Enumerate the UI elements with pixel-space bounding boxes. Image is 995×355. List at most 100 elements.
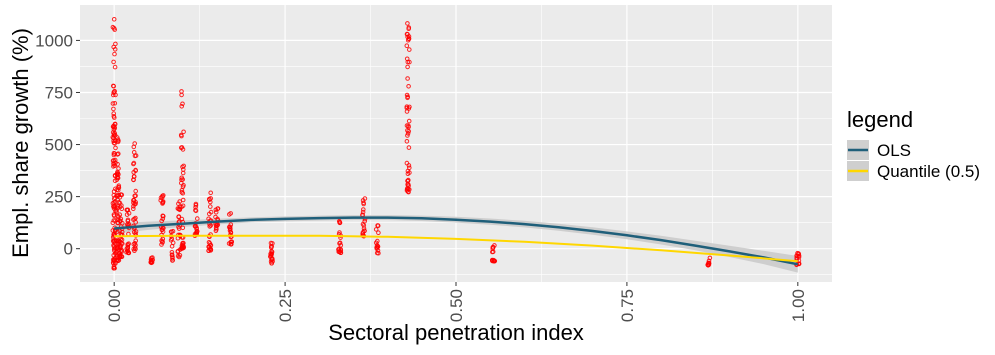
scatter-point bbox=[207, 211, 212, 217]
scatter-point bbox=[404, 43, 410, 49]
y-tick-label: 1000 bbox=[35, 31, 73, 50]
scatter-point bbox=[406, 145, 412, 150]
scatter-point bbox=[111, 164, 116, 169]
scatter-point bbox=[131, 144, 137, 150]
scatter-point bbox=[150, 255, 155, 260]
scatter-point bbox=[169, 250, 175, 255]
x-tick-label: 0.25 bbox=[276, 289, 295, 322]
scatter-point bbox=[338, 250, 344, 255]
scatter-point bbox=[796, 251, 801, 256]
scatter-point bbox=[180, 190, 186, 196]
scatter-point bbox=[373, 227, 379, 232]
scatter-point bbox=[112, 101, 118, 106]
scatter-point bbox=[406, 26, 412, 32]
scatter-point bbox=[362, 196, 368, 201]
scatter-point bbox=[404, 56, 410, 62]
x-axis-label: Sectoral penetration index bbox=[328, 320, 584, 345]
y-axis-ticks: 0 250 500 750 1000 bbox=[35, 31, 80, 259]
scatter-point bbox=[119, 192, 125, 198]
scatter-point bbox=[227, 212, 232, 217]
scatter-point bbox=[112, 124, 117, 130]
scatter-point bbox=[193, 224, 198, 229]
scatter-point bbox=[115, 152, 120, 157]
scatter-point bbox=[406, 106, 412, 111]
scatter-point bbox=[116, 184, 121, 190]
scatter-point bbox=[181, 129, 186, 135]
ols-line bbox=[114, 216, 799, 266]
scatter-point bbox=[118, 216, 124, 222]
y-tick-label: 0 bbox=[64, 240, 73, 259]
scatter-point bbox=[132, 201, 137, 207]
scatter-point bbox=[193, 201, 199, 207]
scatter-point bbox=[193, 208, 199, 214]
scatter-point bbox=[133, 188, 138, 194]
scatter-point bbox=[193, 207, 198, 213]
scatter-point bbox=[115, 205, 120, 211]
scatter-point bbox=[181, 240, 186, 246]
scatter-point bbox=[794, 255, 800, 261]
scatter-point bbox=[706, 262, 712, 268]
legend: legend OLS Quantile (0.5) bbox=[847, 107, 980, 181]
scatter-point bbox=[111, 204, 117, 210]
scatter-point bbox=[404, 92, 410, 98]
scatter-point bbox=[110, 235, 116, 240]
scatter-point bbox=[179, 89, 184, 94]
scatter-point bbox=[215, 206, 220, 212]
x-tick-label: 0.75 bbox=[618, 289, 637, 322]
scatter-point bbox=[179, 189, 185, 195]
scatter-point bbox=[228, 241, 234, 247]
scatter-point bbox=[111, 90, 116, 96]
scatter-point bbox=[169, 236, 175, 241]
scatter-point bbox=[361, 223, 367, 228]
scatter-point bbox=[269, 257, 274, 262]
x-axis-ticks: 0.00 0.25 0.50 0.75 1.00 bbox=[105, 282, 808, 322]
scatter-point bbox=[406, 84, 411, 89]
scatter-point bbox=[178, 132, 184, 138]
y-axis-label: Empl. share growth (%) bbox=[8, 28, 33, 258]
scatter-point bbox=[112, 115, 117, 120]
scatter-point bbox=[208, 247, 214, 253]
scatter-point bbox=[195, 216, 200, 221]
scatter-point bbox=[114, 208, 119, 213]
scatter-point bbox=[405, 95, 410, 101]
scatter-point bbox=[179, 145, 185, 150]
scatter-point bbox=[131, 242, 137, 247]
scatter-point bbox=[160, 199, 166, 204]
scatter-point bbox=[169, 252, 175, 257]
scatter-point bbox=[361, 207, 366, 212]
scatter-point bbox=[269, 245, 274, 250]
scatter-point bbox=[490, 249, 496, 255]
scatter-point bbox=[405, 133, 410, 138]
x-tick-label: 0.00 bbox=[105, 289, 124, 322]
scatter-point bbox=[133, 153, 139, 158]
scatter-point bbox=[177, 253, 183, 258]
scatter-point bbox=[194, 226, 199, 232]
scatter-point bbox=[159, 218, 164, 224]
scatter-point bbox=[125, 217, 131, 223]
scatter-point bbox=[119, 241, 124, 246]
scatter-point bbox=[111, 106, 116, 112]
scatter-point bbox=[111, 83, 116, 89]
scatter-point bbox=[176, 214, 182, 219]
scatter-point bbox=[115, 161, 120, 167]
legend-title: legend bbox=[847, 107, 913, 132]
legend-label-ols: OLS bbox=[877, 141, 911, 160]
scatter-point bbox=[150, 257, 155, 263]
x-tick-label: 1.00 bbox=[789, 289, 808, 322]
scatter-point bbox=[208, 199, 213, 205]
scatter-point bbox=[491, 258, 496, 264]
scatter-point bbox=[170, 240, 176, 245]
scatter-point bbox=[112, 64, 118, 70]
scatter-point bbox=[116, 151, 121, 156]
scatter-point bbox=[110, 220, 116, 226]
scatter-point bbox=[113, 145, 118, 151]
scatter-point bbox=[269, 252, 274, 257]
scatter-point bbox=[113, 41, 118, 47]
scatter-point bbox=[208, 190, 213, 196]
scatter-point bbox=[337, 241, 342, 246]
y-tick-label: 500 bbox=[45, 136, 73, 155]
scatter-point bbox=[131, 197, 137, 203]
scatter-point bbox=[125, 248, 130, 254]
scatter-point bbox=[114, 172, 120, 178]
